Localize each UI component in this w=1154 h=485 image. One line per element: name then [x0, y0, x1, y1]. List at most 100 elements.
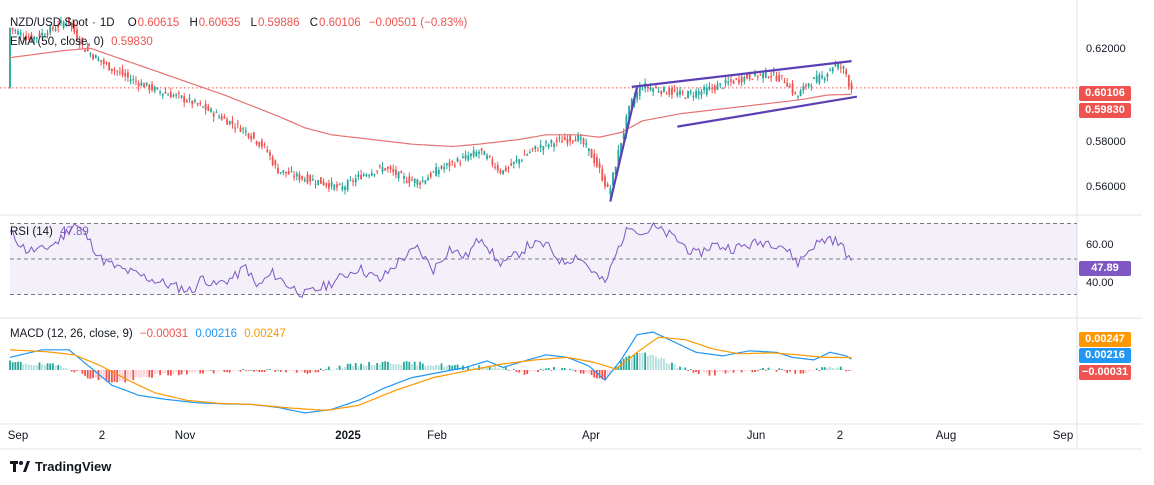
macd-histogram-bar	[743, 370, 746, 371]
macd-histogram-bar	[354, 363, 357, 370]
macd-histogram-bar	[261, 370, 263, 372]
macd-histogram-bar	[177, 370, 180, 376]
macd-histogram-bar	[314, 370, 317, 373]
macd-histogram-bar	[191, 370, 194, 373]
macd-histogram-bar	[129, 370, 132, 379]
macd-histogram-bar	[277, 369, 279, 371]
macd-histogram-bar	[654, 356, 657, 370]
candle-up	[636, 91, 639, 100]
macd-histogram-bar	[625, 356, 628, 370]
macd-histogram-bar	[504, 367, 507, 370]
macd-histogram-bar	[628, 355, 630, 370]
tradingview-logo[interactable]: TradingView	[10, 459, 111, 474]
candle-down	[392, 169, 395, 173]
candle-down	[234, 127, 237, 129]
macd-histogram-bar	[735, 370, 738, 371]
candle-up	[427, 177, 429, 181]
macd-histogram-bar	[51, 363, 54, 370]
macd-histogram-bar	[322, 370, 325, 371]
macd-histogram-bar	[555, 369, 558, 371]
candle-down	[735, 78, 738, 80]
macd-histogram-bar	[467, 366, 470, 370]
macd-histogram-bar	[33, 365, 36, 370]
macd-histogram-bar	[97, 370, 100, 381]
macd-histogram-bar	[842, 369, 845, 370]
candle-up	[834, 63, 837, 67]
macd-histogram-bar	[644, 352, 647, 370]
candle-down	[684, 97, 687, 99]
macd-histogram-bar	[767, 367, 770, 370]
candle-down	[654, 86, 657, 89]
macd-histogram-bar	[403, 361, 405, 370]
time-tick: Jun	[746, 430, 766, 442]
candle-up	[413, 178, 416, 184]
candle-down	[226, 119, 228, 125]
macd-histogram-bar	[419, 361, 421, 370]
macd-histogram-bar	[671, 362, 673, 370]
macd-histogram-bar	[263, 370, 266, 373]
macd-histogram-bar	[397, 364, 400, 370]
macd-histogram-bar	[282, 370, 285, 371]
candle-down	[46, 33, 49, 36]
rsi-line	[9, 221, 852, 298]
macd-histogram-bar	[110, 370, 113, 383]
macd-histogram-bar	[38, 362, 41, 370]
candle-down	[287, 171, 290, 175]
macd-histogram-bar	[478, 365, 480, 370]
candle-down	[199, 102, 202, 104]
macd-histogram-bar	[440, 363, 443, 370]
macd-histogram-bar	[598, 370, 601, 379]
candle-up	[545, 141, 547, 144]
candle-down	[730, 79, 732, 82]
candle-up	[35, 37, 38, 39]
candle-up	[762, 72, 764, 79]
macd-histogram-bar	[416, 365, 419, 370]
time-tick: 2025	[335, 430, 361, 442]
macd-histogram-bar	[558, 369, 561, 371]
macd-histogram-bar	[220, 370, 223, 371]
macd-histogram-bar	[135, 370, 137, 378]
candle-down	[269, 152, 271, 156]
macd-histogram-bar	[411, 364, 413, 370]
open-value: 0.60615	[137, 17, 180, 29]
candle-up	[829, 69, 831, 71]
macd-histogram-bar	[336, 367, 338, 370]
macd-histogram-bar	[813, 370, 815, 371]
candle-down	[239, 128, 242, 132]
channel-upper-line	[631, 60, 852, 88]
macd-histogram-bar	[113, 370, 116, 382]
macd-histogram-bar	[357, 366, 360, 370]
time-tick: Sep	[1052, 430, 1074, 442]
candle-down	[847, 75, 850, 87]
macd-histogram-bar	[649, 354, 652, 370]
macd-histogram-bar	[349, 363, 352, 370]
macd-histogram-bar	[328, 366, 330, 370]
candle-up	[242, 128, 245, 130]
rsi-badge: 47.89	[1079, 261, 1131, 276]
macd-histogram-bar	[797, 370, 799, 372]
macd-histogram-bar	[547, 367, 550, 370]
macd-histogram-bar	[121, 370, 124, 382]
macd-histogram-bar	[563, 367, 566, 370]
candle-down	[504, 167, 507, 172]
candle-down	[191, 100, 194, 105]
price-tick: 0.56000	[1086, 181, 1126, 193]
macd-histogram-bar	[673, 364, 676, 370]
macd-histogram-bar	[368, 361, 371, 370]
candle-up	[156, 87, 159, 90]
macd-histogram-bar	[507, 370, 510, 371]
macd-histogram-bar	[805, 370, 807, 374]
macd-histogram-bar	[810, 370, 813, 371]
candle-up	[416, 179, 419, 185]
candle-down	[124, 73, 127, 77]
candle-up	[424, 180, 427, 184]
macd-histogram-bar	[306, 370, 309, 374]
macd-histogram-bar	[582, 370, 585, 374]
candle-down	[775, 75, 778, 81]
macd-histogram-bar	[847, 370, 850, 371]
candle-down	[143, 83, 145, 88]
candle-up	[826, 73, 829, 77]
macd-histogram-bar	[293, 370, 295, 372]
candle-up	[708, 86, 711, 90]
